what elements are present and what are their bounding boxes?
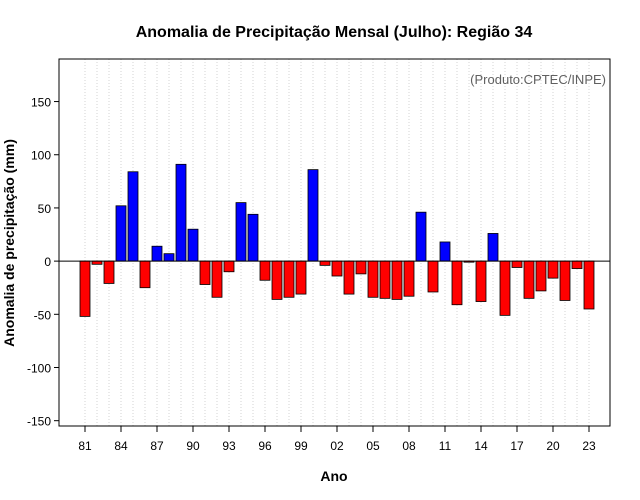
bar-1988 xyxy=(163,253,175,262)
x-tick-label: 14 xyxy=(474,439,488,453)
bar-2017 xyxy=(511,260,523,268)
bar-2003 xyxy=(343,260,355,295)
bar-1991 xyxy=(199,260,211,285)
x-tick-label: 96 xyxy=(258,439,272,453)
bar-2023 xyxy=(583,260,595,310)
bar-2008 xyxy=(403,260,415,297)
x-tick-label: 87 xyxy=(150,439,164,453)
y-tick-label: 100 xyxy=(31,149,51,163)
bar-2010 xyxy=(427,260,439,293)
bar-2018 xyxy=(523,260,535,299)
bar-1985 xyxy=(127,171,139,262)
y-tick-label: -50 xyxy=(34,308,52,322)
x-tick-label: 20 xyxy=(546,439,560,453)
bar-2001 xyxy=(319,260,331,266)
y-tick-label: 50 xyxy=(38,202,52,216)
grid-lines xyxy=(84,59,590,426)
x-tick-label: 84 xyxy=(114,439,128,453)
x-tick-label: 05 xyxy=(366,439,380,453)
x-tick-label: 17 xyxy=(510,439,524,453)
x-tick-label: 11 xyxy=(439,439,452,453)
bar-2016 xyxy=(499,260,511,316)
y-tick-label: -150 xyxy=(27,415,51,429)
credit-annotation: (Produto:CPTEC/INPE) xyxy=(470,72,606,87)
bar-1981 xyxy=(79,260,91,317)
x-axis-title: Ano xyxy=(320,468,347,484)
y-tick-label: 150 xyxy=(31,96,51,110)
bar-1986 xyxy=(139,260,151,289)
bar-1998 xyxy=(283,260,295,298)
bar-2006 xyxy=(379,260,391,299)
bar-2004 xyxy=(355,260,367,275)
x-tick-label: 23 xyxy=(582,439,596,453)
x-tick-label: 93 xyxy=(222,439,236,453)
bar-2000 xyxy=(307,169,319,262)
plot-frame xyxy=(58,58,611,427)
bar-1987 xyxy=(151,245,163,262)
bar-1997 xyxy=(271,260,283,300)
bar-1994 xyxy=(235,202,247,262)
bar-2012 xyxy=(451,260,463,306)
x-tick-label: 81 xyxy=(78,439,92,453)
bar-1995 xyxy=(247,213,259,262)
x-tick-label: 02 xyxy=(330,439,344,453)
bar-2005 xyxy=(367,260,379,298)
bar-2014 xyxy=(475,260,487,302)
bar-1992 xyxy=(211,260,223,298)
x-tick-label: 99 xyxy=(294,439,308,453)
bar-2022 xyxy=(571,260,583,269)
y-tick-label: 0 xyxy=(44,255,51,269)
x-tick-label: 90 xyxy=(186,439,200,453)
bar-1989 xyxy=(175,163,187,262)
bar-1984 xyxy=(115,205,127,262)
x-tick-label: 08 xyxy=(402,439,416,453)
bar-2002 xyxy=(331,260,343,277)
bar-1993 xyxy=(223,260,235,273)
bar-2019 xyxy=(535,260,547,292)
bar-2020 xyxy=(547,260,559,279)
bar-2011 xyxy=(439,241,451,262)
chart-title: Anomalia de Precipitação Mensal (Julho):… xyxy=(136,24,533,41)
bars xyxy=(79,163,595,317)
x-axis: 81 84 87 90 93 96 99 02 05 08 11 14 17 20 23 xyxy=(78,426,596,453)
y-axis: -150 -100 -50 0 50 100 150 xyxy=(27,96,59,429)
bar-1996 xyxy=(259,260,271,281)
bar-1999 xyxy=(295,260,307,295)
bar-2021 xyxy=(559,260,571,301)
y-axis-title: Anomalia de precipitação (mm) xyxy=(1,139,17,347)
y-tick-label: -100 xyxy=(27,361,51,375)
bar-1983 xyxy=(103,260,115,284)
bar-2009 xyxy=(415,211,427,262)
bar-2007 xyxy=(391,260,403,300)
bar-2015 xyxy=(487,233,499,262)
bar-1990 xyxy=(187,228,199,262)
